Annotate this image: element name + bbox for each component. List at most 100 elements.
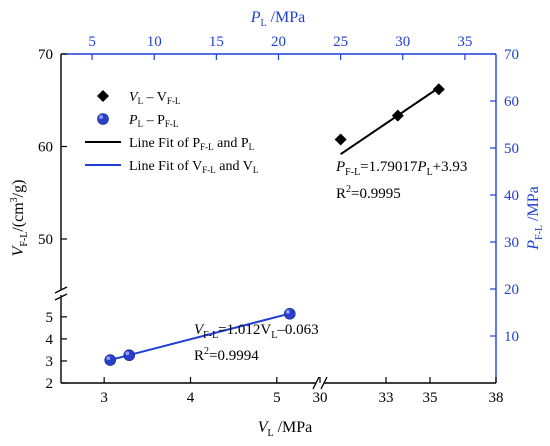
y-axis-title-sup: 3 <box>9 197 20 202</box>
left-axis-break-mark <box>54 286 68 294</box>
y-axis-title-unit: /(cm <box>10 202 27 232</box>
legend-entry-sub: L <box>138 119 144 129</box>
right-axis-title-var: P <box>525 240 542 251</box>
legend-fit-1: Line Fit of VF-L and VL <box>129 159 258 175</box>
left-tick-label: 50 <box>38 232 53 248</box>
left-tick-label: 70 <box>38 47 53 63</box>
legend-fit-mid: and P <box>214 136 249 151</box>
bottom-tick-label: 3 <box>100 390 108 406</box>
x-axis-title: VL /MPa <box>258 419 313 439</box>
eq-var-sub: L <box>271 330 277 341</box>
fit-equation-vfl: VF-L=1.012VL–0.063 <box>194 322 319 341</box>
eq-lhs-sub: F-L <box>203 330 218 341</box>
eq-mid: =1.012V <box>218 322 271 338</box>
r2-label: R <box>336 186 346 202</box>
legend-entry-sub2: F-L <box>165 119 179 129</box>
left-axis-break-mark <box>54 293 68 301</box>
data-point-circle <box>104 354 117 366</box>
left-tick-label: 3 <box>46 354 54 370</box>
bottom-tick-label: 35 <box>423 390 438 406</box>
right-axis-title-sub: F-L <box>534 225 545 240</box>
left-tick-label: 60 <box>38 139 53 155</box>
eq-tail: –0.063 <box>276 322 318 338</box>
data-point-circle <box>123 349 136 362</box>
eq-var-sub: L <box>427 167 433 178</box>
fit-r2-vfl: R2=0.9994 <box>194 346 259 364</box>
y-axis-title-sub: F-L <box>19 232 30 247</box>
y-axis-title: VF-L/(cm3/g) <box>9 180 30 257</box>
left-tick-label: 4 <box>46 332 54 348</box>
data-point-circle-highlight <box>285 309 290 314</box>
legend-entry-0: VL – VF-L <box>129 90 180 106</box>
legend-marker-circle-highlight <box>99 115 103 119</box>
legend-fit-sub: F-L <box>202 165 216 175</box>
top-axis-title-unit: /MPa <box>267 9 306 26</box>
data-point-circle-highlight <box>106 356 111 361</box>
legend-entry-mid: – V <box>143 90 167 105</box>
left-tick-label: 5 <box>46 310 54 326</box>
legend-entry-name: P <box>128 113 138 128</box>
top-tick-label: 5 <box>88 34 96 50</box>
eq-lhs-sub: F-L <box>345 167 360 178</box>
top-axis-title-var: P <box>250 9 261 26</box>
legend-fit-sub2: L <box>253 165 259 175</box>
legend-entry-1: PL – PF-L <box>128 113 178 129</box>
right-tick-label: 20 <box>504 282 519 298</box>
legend-fit-sub: F-L <box>200 142 214 152</box>
eq-tail: +3.93 <box>433 159 468 175</box>
data-point-circle-highlight <box>125 351 130 356</box>
fit-line-pfl-pl <box>340 86 441 156</box>
top-axis-title: PL /MPa <box>250 9 306 29</box>
legend-entry-mid: – P <box>143 113 165 128</box>
legend-fit-sub2: L <box>249 142 255 152</box>
right-tick-label: 30 <box>504 235 519 251</box>
legend-fit-0: Line Fit of PF-L and PL <box>129 136 254 152</box>
legend-fit-name: Line Fit of V <box>129 159 202 174</box>
fit-r2-pfl: R2=0.9995 <box>336 184 401 202</box>
data-point-diamond <box>432 83 445 96</box>
r2-value: =0.9995 <box>351 186 401 202</box>
y-axis-title-var: V <box>10 244 27 256</box>
legend-marker-circle <box>97 113 109 125</box>
x-axis-title-sub: L <box>268 428 274 439</box>
bottom-tick-label: 38 <box>489 390 504 406</box>
r2-sup: 2 <box>204 346 209 357</box>
fit-equation-pfl: PF-L=1.79017PL+3.93 <box>335 159 467 178</box>
bottom-axis-break-mark <box>320 376 328 390</box>
data-point-circle <box>283 307 296 320</box>
y-axis-title-tail: /g) <box>10 180 27 198</box>
legend-marker-diamond <box>97 90 109 102</box>
top-tick-label: 10 <box>147 34 162 50</box>
top-axis-title-sub: L <box>261 18 267 29</box>
right-tick-label: 70 <box>504 47 519 63</box>
right-tick-label: 10 <box>504 329 519 345</box>
legend-fit-mid: and V <box>216 159 253 174</box>
top-tick-label: 15 <box>209 34 224 50</box>
bottom-tick-label: 4 <box>187 390 195 406</box>
legend-entry-sub2: F-L <box>167 96 181 106</box>
right-axis-title-unit: /MPa <box>525 186 542 225</box>
right-tick-label: 40 <box>504 188 519 204</box>
top-tick-label: 30 <box>395 34 410 50</box>
r2-label: R <box>194 348 204 364</box>
eq-mid: =1.79017 <box>360 159 418 175</box>
top-tick-label: 25 <box>333 34 348 50</box>
right-axis-title: PF-L /MPa <box>525 186 545 250</box>
bottom-axis-break-mark <box>312 376 320 390</box>
right-tick-label: 60 <box>504 94 519 110</box>
x-axis-title-var: V <box>258 419 270 436</box>
eq-var: P <box>416 159 426 175</box>
fit-line-vfl-vl <box>109 312 291 361</box>
bottom-tick-label: 33 <box>379 390 394 406</box>
top-tick-label: 35 <box>457 34 472 50</box>
left-tick-label: 2 <box>46 376 54 392</box>
eq-lhs: P <box>335 159 345 175</box>
bottom-tick-label: 5 <box>273 390 281 406</box>
top-tick-label: 20 <box>271 34 286 50</box>
r2-sup: 2 <box>346 184 351 195</box>
right-tick-label: 50 <box>504 141 519 157</box>
legend-entry-sub: L <box>138 96 144 106</box>
r2-value: =0.9994 <box>209 348 259 364</box>
